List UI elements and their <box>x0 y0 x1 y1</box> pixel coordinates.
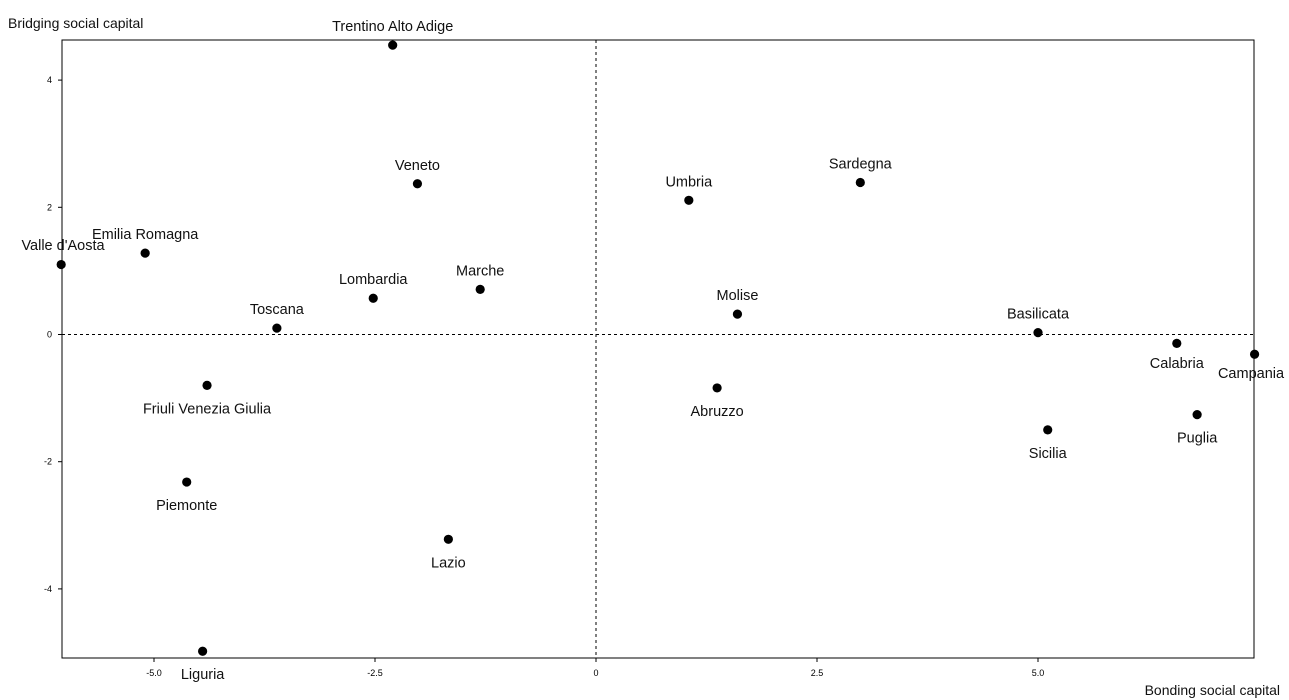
point-label: Marche <box>456 263 504 279</box>
point-label: Sicilia <box>1029 446 1068 462</box>
point-label: Friuli Venezia Giulia <box>143 401 272 417</box>
reference-lines <box>62 40 1254 658</box>
data-point <box>182 477 192 487</box>
data-point <box>475 284 485 294</box>
point-label: Puglia <box>1177 431 1218 447</box>
data-point <box>140 248 150 258</box>
point-label: Molise <box>716 288 758 304</box>
data-point <box>368 293 378 303</box>
point-label: Veneto <box>395 158 440 174</box>
point-label: Lazio <box>431 555 466 571</box>
plot-frame <box>61 39 1255 659</box>
data-point <box>272 323 282 333</box>
point-label: Sardegna <box>829 156 893 172</box>
x-tick-label: 5.0 <box>1032 668 1045 678</box>
data-point <box>443 534 453 544</box>
point-label: Piemonte <box>156 498 217 514</box>
point-label: Emilia Romagna <box>92 227 199 243</box>
point-label: Campania <box>1218 366 1285 382</box>
point-label: Calabria <box>1150 356 1205 372</box>
point-label: Abruzzo <box>691 404 744 420</box>
data-point <box>684 195 694 205</box>
x-tick-label: 2.5 <box>811 668 824 678</box>
point-label: Valle d'Aosta <box>21 238 105 254</box>
y-tick-label: 0 <box>47 330 52 340</box>
data-point <box>1192 410 1202 420</box>
x-axis-title: Bonding social capital <box>1145 682 1280 698</box>
point-label: Toscana <box>250 302 305 318</box>
point-label: Trentino Alto Adige <box>332 19 453 35</box>
point-label: Liguria <box>181 667 225 683</box>
data-point <box>56 259 66 270</box>
data-point <box>388 40 398 50</box>
data-point <box>732 309 743 319</box>
y-tick-label: 4 <box>47 75 52 85</box>
x-tick-label: -2.5 <box>367 668 383 678</box>
data-point <box>712 383 722 393</box>
data-point <box>1043 425 1053 435</box>
point-label: Lombardia <box>339 272 408 288</box>
axis-ticks: -5.0 -2.5 0 2.5 5.0 4 2 0 -2 -4 <box>44 75 1044 678</box>
data-point <box>202 380 212 390</box>
data-point <box>198 646 208 656</box>
y-tick-label: 2 <box>47 202 52 212</box>
point-label: Umbria <box>665 174 713 190</box>
data-point <box>1249 349 1260 359</box>
x-tick-label: -5.0 <box>146 668 162 678</box>
data-point <box>855 177 865 188</box>
y-axis-title: Bridging social capital <box>8 15 143 31</box>
y-tick-label: -2 <box>44 457 52 467</box>
x-tick-label: 0 <box>593 668 598 678</box>
data-point <box>1172 338 1182 349</box>
point-label: Basilicata <box>1007 307 1070 323</box>
y-tick-label: -4 <box>44 584 52 594</box>
data-point <box>412 179 423 189</box>
data-point <box>1033 327 1043 338</box>
data-points: Trentino Alto Adige Veneto Emilia RomagnaV… <box>21 19 1285 683</box>
